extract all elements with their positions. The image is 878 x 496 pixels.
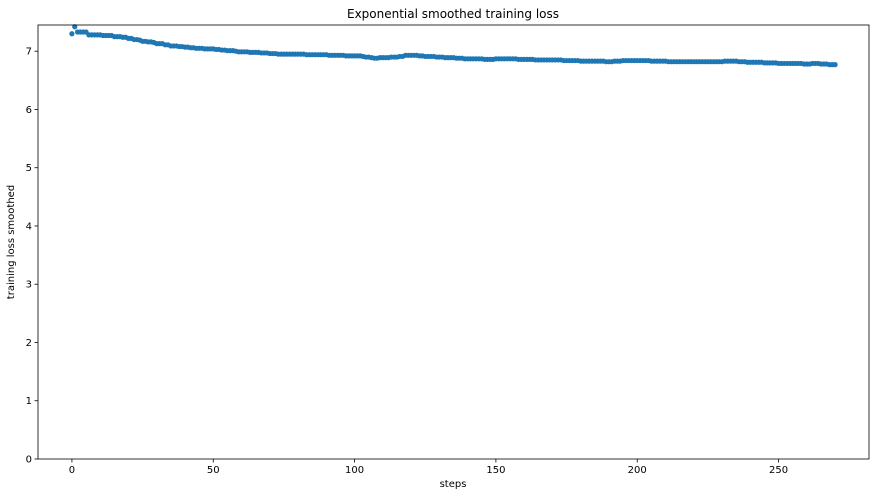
- x-tick-label: 100: [345, 465, 364, 476]
- x-tick-label: 0: [69, 465, 75, 476]
- x-tick-label: 50: [207, 465, 220, 476]
- plot-area: [69, 24, 838, 68]
- y-tick-label: 0: [26, 455, 32, 466]
- axes: 0 50 100 150 200 250 0 1 2 3 4 5 6 7: [26, 24, 870, 476]
- y-axis-label: training loss smoothed: [6, 185, 17, 299]
- y-tick-label: 1: [26, 396, 32, 407]
- x-tick-label: 150: [486, 465, 505, 476]
- y-tick-label: 6: [26, 105, 32, 116]
- chart-title: Exponential smoothed training loss: [347, 7, 559, 21]
- data-point: [69, 31, 75, 37]
- data-point: [832, 62, 838, 68]
- data-point: [72, 24, 78, 30]
- plot-frame: [37, 24, 870, 460]
- y-tick-label: 4: [26, 221, 32, 232]
- x-tick-label: 200: [628, 465, 647, 476]
- y-tick-label: 2: [26, 338, 32, 349]
- y-tick-label: 7: [26, 47, 32, 58]
- y-tick-label: 5: [26, 163, 32, 174]
- x-axis-label: steps: [440, 479, 467, 490]
- x-tick-label: 250: [769, 465, 788, 476]
- y-tick-label: 3: [26, 280, 32, 291]
